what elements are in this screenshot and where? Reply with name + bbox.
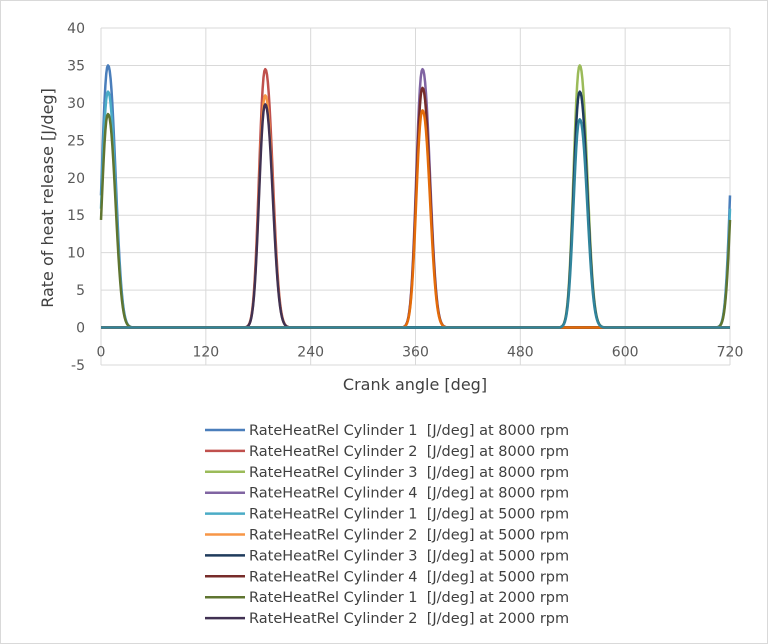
legend-label: RateHeatRel Cylinder 4 [J/deg] at 5000 r… [249,569,569,585]
y-tick-label: 20 [67,171,85,187]
x-tick-labels: 0 120 240 360 480 600 720 [97,345,744,361]
legend-label: RateHeatRel Cylinder 1 [J/deg] at 5000 r… [249,507,569,523]
y-tick-label: 35 [67,58,85,74]
x-axis-title: Crank angle [deg] [343,375,487,394]
legend-label: RateHeatRel Cylinder 1 [J/deg] at 2000 r… [249,590,569,606]
series-line-12 [100,118,731,329]
y-axis-title: Rate of heat release [J/deg] [38,88,57,308]
x-tick-label: 720 [717,345,744,361]
y-tick-label: 30 [67,96,85,112]
y-tick-labels: 40 35 30 25 20 15 10 5 0 -5 [67,21,85,374]
legend-label: RateHeatRel Cylinder 2 [J/deg] at 5000 r… [249,528,569,544]
legend-label: RateHeatRel Cylinder 4 [J/deg] at 8000 r… [249,486,569,502]
y-tick-label: -5 [71,358,85,374]
legend-label: RateHeatRel Cylinder 2 [J/deg] at 8000 r… [249,444,569,460]
legend: RateHeatRel Cylinder 1 [J/deg] at 8000 r… [205,423,569,627]
legend-label: RateHeatRel Cylinder 3 [J/deg] at 8000 r… [249,465,569,481]
y-tick-label: 15 [67,208,85,224]
x-tick-label: 480 [507,345,534,361]
y-tick-label: 10 [67,246,85,262]
x-tick-label: 600 [612,345,639,361]
y-tick-label: 0 [76,321,85,337]
y-tick-label: 25 [67,133,85,149]
y-tick-label: 40 [67,21,85,37]
x-tick-label: 0 [97,345,106,361]
plot-area [99,64,732,329]
series-group [99,64,732,329]
legend-label: RateHeatRel Cylinder 2 [J/deg] at 2000 r… [249,611,569,627]
legend-label: RateHeatRel Cylinder 3 [J/deg] at 5000 r… [249,548,569,564]
y-tick-label: 5 [76,283,85,299]
x-tick-label: 360 [402,345,429,361]
x-tick-label: 120 [192,345,219,361]
legend-label: RateHeatRel Cylinder 1 [J/deg] at 8000 r… [249,423,569,439]
x-tick-label: 240 [297,345,324,361]
